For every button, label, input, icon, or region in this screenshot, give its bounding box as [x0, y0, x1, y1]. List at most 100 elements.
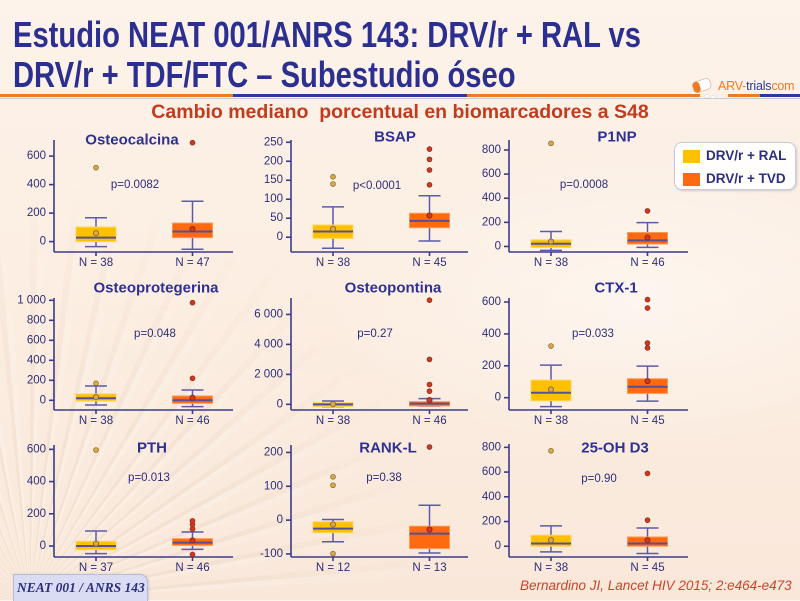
outlier-point — [93, 380, 99, 387]
box-group: N = 46 — [172, 518, 213, 574]
y-tick-label: 0 — [277, 514, 283, 526]
box-group: N = 12 — [312, 474, 354, 574]
box-iqr — [409, 525, 450, 550]
y-tick-label: 400 — [27, 354, 46, 366]
y-tick-label: 2 000 — [254, 368, 283, 380]
outlier-point — [330, 482, 336, 489]
y-tick-label: 4 000 — [254, 338, 283, 350]
boxplot-panel: 0 200 400 600 PTH p=0.013 N = 37 N = 46 — [27, 440, 233, 574]
separator-segment-blue — [760, 94, 800, 97]
boxplot-panel: 0 200 400 600 Osteocalcina p=0.0082 N = 38 N = … — [27, 132, 233, 269]
logo-text-com: com — [771, 79, 795, 93]
box-group: N = 47 — [172, 139, 213, 269]
outlier-point — [189, 518, 196, 524]
p-value-label: p=0.048 — [134, 328, 176, 340]
box-group: N = 37 — [75, 447, 117, 574]
outlier-point — [644, 305, 651, 311]
mean-marker — [547, 537, 555, 544]
panel-title: CTX-1 — [594, 280, 637, 297]
legend: DRV/r + RAL DRV/r + TVD — [674, 142, 796, 190]
n-label: N = 47 — [175, 257, 209, 269]
y-tick-label: 0 — [495, 540, 501, 552]
n-label: N = 38 — [316, 257, 350, 269]
outlier-point — [426, 356, 433, 363]
boxplot-panel: 0 200 400 600 800 P1NP p=0.0008 N = 38 N = 46 — [482, 129, 688, 269]
mean-marker — [644, 378, 651, 385]
y-tick-label: 200 — [264, 446, 283, 458]
citation: Bernardino JI, Lancet HIV 2015; 2:e464-e… — [520, 578, 792, 593]
y-tick-label: 0 — [277, 231, 283, 243]
legend-swatch-tvd — [683, 173, 700, 186]
y-tick-label: 600 — [27, 150, 46, 162]
y-tick-label: 400 — [482, 328, 501, 340]
panel-title: PTH — [137, 440, 167, 457]
separator-segment-orange — [467, 94, 700, 97]
box-group: N = 38 — [75, 164, 117, 269]
separator-thin-line — [0, 98, 800, 99]
y-tick-label: 0 — [40, 540, 46, 552]
box-group: N = 38 — [530, 447, 572, 574]
separator-segment-orange — [728, 94, 760, 97]
box-group: N = 38 — [530, 140, 572, 269]
mean-marker — [426, 212, 433, 219]
n-label: N = 46 — [412, 415, 446, 427]
y-tick-label: 200 — [482, 216, 501, 228]
y-tick-label: 0 — [40, 394, 46, 406]
boxplot-panel: 0 50 100 150 200 250 BSAP p<0.0001 N = 38 N = 45 — [264, 129, 468, 269]
boxplot-panel: 0 2 000 4 000 6 000 Osteopontina p=0.27 N = 38… — [254, 280, 468, 427]
box-group: N = 45 — [627, 470, 668, 574]
y-tick-label: 200 — [27, 508, 46, 520]
y-tick-label: 600 — [27, 443, 46, 455]
box-group: N = 38 — [312, 400, 354, 427]
y-tick-label: 400 — [482, 192, 501, 204]
y-tick-label: 250 — [264, 136, 283, 148]
outlier-point — [426, 182, 433, 188]
box-group: N = 38 — [312, 174, 354, 269]
outlier-point — [93, 164, 99, 171]
outlier-point — [426, 167, 433, 173]
outlier-point — [644, 470, 651, 477]
y-tick-label: 600 — [482, 168, 501, 180]
box-group: N = 38 — [75, 380, 117, 427]
outlier-point — [644, 345, 651, 351]
p-value-label: p=0.013 — [128, 472, 170, 484]
mean-marker — [426, 397, 433, 404]
outlier-point — [548, 140, 554, 147]
panel-title: Osteoprotegerina — [93, 280, 219, 297]
y-tick-label: 200 — [264, 155, 283, 167]
chart-subtitle: Cambio mediano porcentual en biomarcador… — [151, 101, 649, 123]
separator-segment-blue — [233, 94, 467, 97]
outlier-point — [93, 447, 99, 453]
outlier-point — [644, 296, 651, 303]
legend-swatch-ral — [683, 150, 700, 163]
outlier-point — [426, 146, 433, 152]
study-label-text: NEAT 001 / ANRS 143 — [17, 580, 145, 595]
boxplot-panel: 0 200 400 600 800 1 000 Osteoprotegerina p=0.04… — [17, 280, 233, 427]
y-tick-label: 400 — [27, 476, 46, 488]
y-tick-label: 400 — [27, 179, 46, 191]
outlier-point — [426, 156, 433, 163]
outlier-point — [426, 444, 433, 450]
title-line-1: Estudio NEAT 001/ANRS 143: DRV/r + RAL v… — [13, 14, 641, 55]
y-tick-label: 200 — [27, 207, 46, 219]
y-tick-label: 100 — [264, 193, 283, 205]
pill-bottle-icon — [692, 78, 716, 99]
n-label: N = 45 — [630, 562, 664, 574]
n-label: N = 38 — [316, 415, 350, 427]
outlier-point — [330, 550, 336, 557]
p-value-label: p<0.0001 — [353, 180, 401, 192]
mean-marker — [329, 401, 337, 408]
n-label: N = 37 — [79, 562, 113, 574]
mean-marker — [189, 226, 196, 233]
mean-marker — [426, 526, 433, 533]
y-tick-label: 600 — [27, 334, 46, 346]
y-tick-label: 200 — [482, 360, 501, 372]
mean-marker — [189, 394, 196, 401]
p-value-label: p=0.0008 — [560, 179, 608, 191]
n-label: N = 38 — [79, 257, 113, 269]
mean-marker — [644, 234, 651, 241]
legend-label-tvd: DRV/r + TVD — [706, 171, 786, 186]
